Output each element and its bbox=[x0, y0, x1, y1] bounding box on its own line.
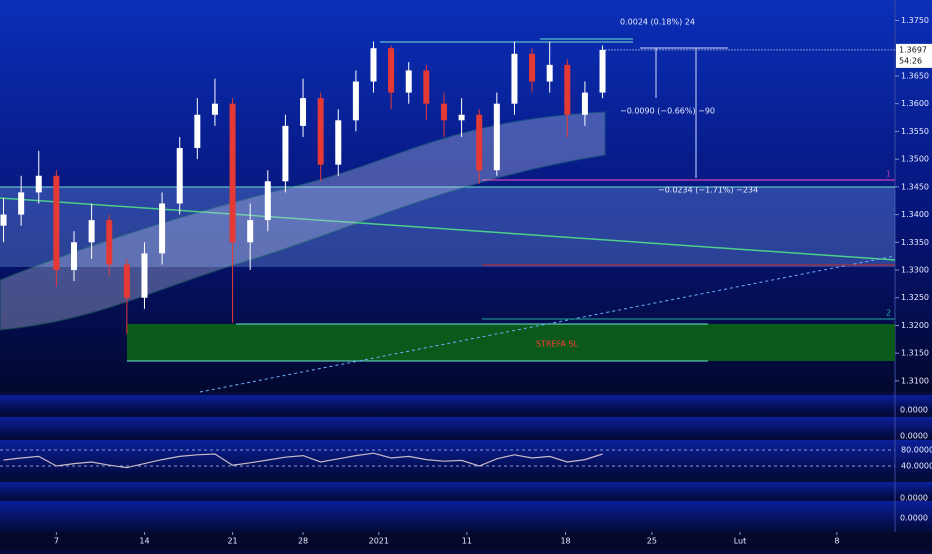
y-tick-label: 1.3400 bbox=[901, 210, 929, 219]
candle-body bbox=[564, 64, 571, 115]
candle-body bbox=[352, 81, 359, 121]
y-tick-label: 1.3550 bbox=[901, 127, 929, 136]
last-price-box bbox=[896, 43, 932, 68]
indicator-panel bbox=[0, 482, 932, 500]
candle-body bbox=[70, 242, 77, 271]
y-tick-label: 1.3600 bbox=[901, 99, 929, 108]
candle-body bbox=[511, 53, 518, 104]
y-tick-label: 1.3200 bbox=[901, 321, 929, 330]
x-tick-label: 7 bbox=[54, 537, 59, 546]
candle-body bbox=[423, 70, 430, 104]
x-tick-label: 14 bbox=[139, 537, 149, 546]
rsi-panel bbox=[0, 440, 932, 478]
candle-body bbox=[405, 70, 412, 93]
y-tick-label: 1.3650 bbox=[901, 71, 929, 80]
candle-body bbox=[159, 203, 166, 254]
y-tick-label: 40.0000 bbox=[901, 462, 932, 471]
candle-body bbox=[176, 148, 183, 204]
ma-band bbox=[0, 111, 606, 331]
y-tick-label: 1.3750 bbox=[901, 16, 929, 25]
candle-body bbox=[53, 175, 60, 271]
candle-body bbox=[388, 48, 395, 93]
candle-body bbox=[300, 98, 307, 126]
x-tick-label: 21 bbox=[227, 537, 237, 546]
y-tick-label: 1.3500 bbox=[901, 155, 929, 164]
rsi-line bbox=[3, 452, 603, 469]
y-tick-label: 1.3300 bbox=[901, 266, 929, 275]
candle-body bbox=[141, 253, 148, 298]
candle-body bbox=[88, 220, 95, 243]
candle-body bbox=[211, 103, 218, 115]
panel-label: 0.0000 bbox=[900, 406, 928, 415]
oscillator-panel bbox=[0, 501, 932, 531]
x-tick-label: 11 bbox=[462, 537, 472, 546]
candle-body bbox=[493, 103, 500, 171]
candle-body bbox=[476, 114, 483, 171]
candle-body bbox=[370, 48, 377, 82]
x-tick-label: 18 bbox=[560, 537, 570, 546]
x-tick-label: 28 bbox=[298, 537, 308, 546]
annotation: −0.0234 (−1.71%) −234 bbox=[658, 186, 758, 195]
y-tick-label: 1.3450 bbox=[901, 182, 929, 191]
volume-panel bbox=[0, 395, 932, 413]
candle-body bbox=[458, 114, 465, 121]
x-tick-label: 25 bbox=[647, 537, 657, 546]
panel-label: 0.0000 bbox=[900, 494, 928, 503]
candle-body bbox=[123, 264, 130, 298]
trend-line bbox=[0, 197, 896, 261]
x-tick-label: 8 bbox=[834, 537, 839, 546]
candle-body bbox=[194, 114, 201, 149]
candle-body bbox=[18, 192, 25, 215]
candle-body bbox=[581, 92, 588, 115]
candle-body bbox=[546, 64, 553, 82]
candle-body bbox=[106, 220, 113, 265]
y-tick-label: 1.3100 bbox=[901, 376, 929, 385]
candle-body bbox=[335, 120, 342, 165]
trend-line bbox=[199, 255, 896, 393]
y-tick-label: 1.3350 bbox=[901, 238, 929, 247]
x-axis bbox=[0, 532, 932, 550]
level-label: 1 bbox=[886, 170, 891, 179]
candle-body bbox=[529, 53, 536, 82]
annotation: −0.0090 (−0.66%) −90 bbox=[620, 107, 715, 116]
y-tick-label: 1.3250 bbox=[901, 293, 929, 302]
candle-body bbox=[0, 214, 7, 226]
x-tick-label: 2021 bbox=[369, 537, 389, 546]
zone bbox=[0, 187, 895, 267]
panel-label: 0.0000 bbox=[900, 432, 928, 441]
level-label: 2 bbox=[886, 309, 891, 318]
countdown: 54:26 bbox=[899, 56, 922, 65]
volume-panel-2 bbox=[0, 417, 932, 438]
candle-body bbox=[229, 103, 236, 243]
y-tick-label: 80.0000 bbox=[901, 446, 932, 455]
sl-zone bbox=[127, 324, 895, 361]
candle-body bbox=[35, 175, 42, 193]
candle-body bbox=[599, 49, 606, 93]
candle-body bbox=[282, 125, 289, 182]
annotation: 0.0024 (0.18%) 24 bbox=[620, 18, 695, 27]
candle-body bbox=[264, 181, 271, 221]
candle-body bbox=[440, 103, 447, 121]
candle-body bbox=[317, 98, 324, 165]
zone-label: STREFA SL bbox=[536, 340, 579, 349]
x-tick-label: Lut bbox=[734, 537, 747, 546]
y-tick-label: 1.3150 bbox=[901, 349, 929, 358]
panel-label: 0.0000 bbox=[900, 514, 928, 523]
candle-body bbox=[247, 220, 254, 243]
last-price-label: 1.3697 bbox=[899, 45, 927, 54]
